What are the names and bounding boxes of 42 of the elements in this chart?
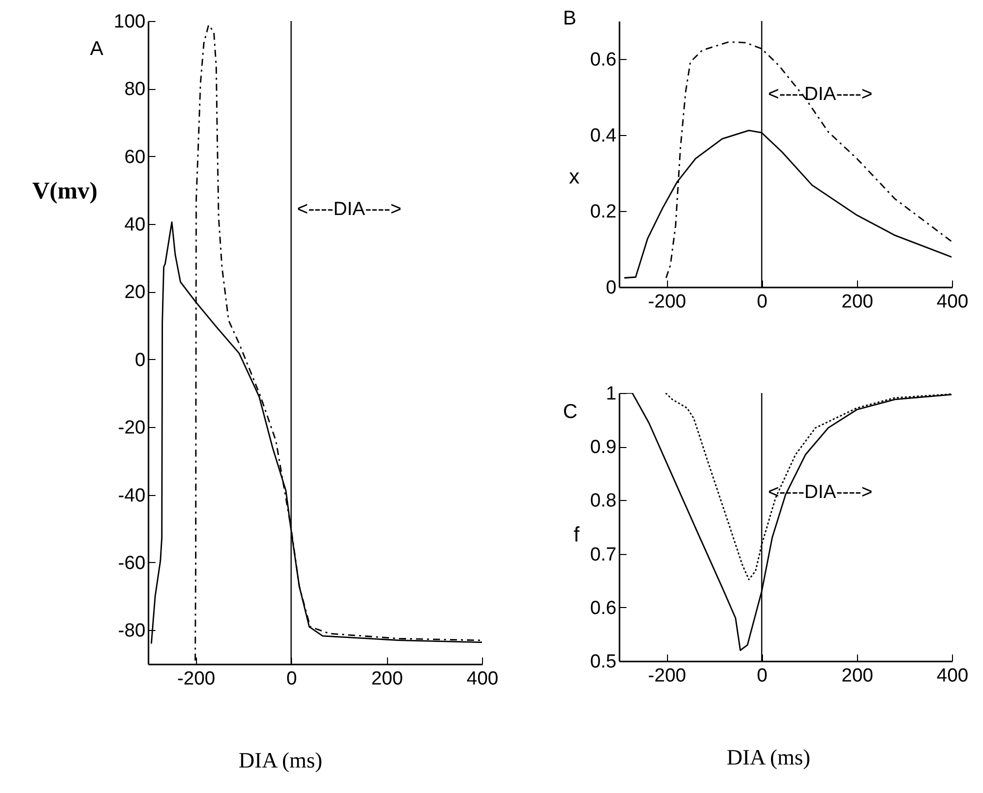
y-axis-title: f — [574, 524, 580, 546]
y-axis-title: V(mv) — [32, 178, 98, 204]
y-tick-label: 0.5 — [590, 652, 616, 672]
x-tick-label: 400 — [936, 292, 968, 312]
chart-title: B — [563, 7, 576, 30]
y-tick-label: 0.7 — [590, 544, 616, 566]
y-tick-label: 40 — [124, 214, 146, 236]
y-tick-label: 60 — [124, 146, 146, 168]
x-tick-label: -200 — [648, 666, 686, 686]
chart-title: C — [563, 401, 578, 423]
x-tick-label: 0 — [286, 668, 297, 690]
x-tick-label: -200 — [648, 292, 686, 312]
x-tick-label: -200 — [177, 668, 216, 690]
y-tick-label: 0 — [134, 350, 146, 371]
y-tick-label: 0 — [606, 278, 616, 298]
y-tick-label: 100 — [114, 12, 146, 32]
y-tick-label: 0.9 — [590, 437, 616, 458]
y-tick-label: 20 — [124, 282, 146, 304]
x-tick-label: 200 — [842, 292, 874, 312]
x-tick-label: 400 — [466, 668, 498, 690]
x-tick-label: 200 — [842, 666, 874, 686]
x-axis-title: DIA (ms) — [726, 744, 810, 770]
y-tick-label: 0.2 — [590, 202, 616, 222]
y-tick-label: 0.8 — [590, 490, 616, 512]
y-tick-label: -20 — [118, 418, 146, 439]
y-tick-label: -60 — [118, 552, 146, 574]
x-tick-label: 0 — [756, 292, 768, 312]
y-tick-label: 0.4 — [590, 126, 617, 146]
y-tick-label: 80 — [124, 79, 146, 100]
y-tick-label: -40 — [118, 485, 146, 506]
y-tick-label: 0.6 — [590, 598, 616, 619]
y-axis-title: x — [569, 166, 580, 188]
text: A — [90, 38, 104, 60]
annotation: <----DIA----> — [297, 199, 402, 220]
x-axis-title: DIA (ms) — [238, 748, 322, 772]
y-tick-label: 0.6 — [590, 50, 616, 70]
x-tick-label: 0 — [756, 666, 768, 686]
x-tick-label: 200 — [371, 668, 403, 690]
y-tick-label: 1 — [606, 384, 616, 404]
x-tick-label: 400 — [936, 666, 968, 686]
y-tick-label: -80 — [118, 620, 146, 642]
annotation: <----DIA----> — [768, 84, 872, 105]
